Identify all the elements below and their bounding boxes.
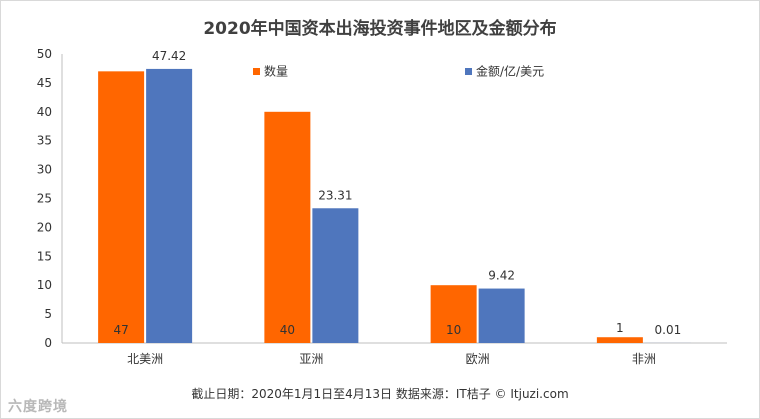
legend-label: 数量 [264, 64, 288, 79]
bar-count [264, 111, 311, 343]
y-tick-label: 45 [37, 76, 52, 90]
data-label-amount: 9.42 [488, 269, 515, 283]
bar-amount [146, 68, 193, 343]
data-label-amount: 47.42 [152, 49, 186, 63]
y-tick-label: 5 [44, 307, 52, 321]
x-tick-label: 亚洲 [299, 352, 323, 366]
data-label-amount: 0.01 [655, 323, 682, 337]
y-tick-label: 50 [37, 47, 52, 61]
y-tick-label: 20 [37, 220, 52, 234]
y-tick-label: 15 [37, 249, 52, 263]
bar-count [98, 71, 145, 343]
legend-label: 金额/亿/美元 [476, 64, 544, 79]
data-label-count: 47 [113, 323, 128, 337]
y-tick-label: 0 [44, 336, 52, 350]
y-tick-label: 35 [37, 134, 52, 148]
bar-amount [312, 208, 359, 343]
x-tick-label: 北美洲 [127, 352, 163, 366]
data-label-count: 1 [616, 321, 624, 335]
data-label-count: 10 [446, 323, 461, 337]
bar-count [430, 285, 477, 343]
legend-swatch [465, 68, 472, 75]
x-tick-label: 欧洲 [466, 352, 490, 366]
y-tick-label: 30 [37, 163, 52, 177]
y-tick-label: 40 [37, 105, 52, 119]
bar-count [596, 337, 643, 343]
chart-title: 2020年中国资本出海投资事件地区及金额分布 [203, 19, 557, 39]
y-tick-label: 25 [37, 192, 52, 206]
y-tick-label: 10 [37, 278, 52, 292]
data-label-count: 40 [280, 323, 295, 337]
data-label-amount: 23.31 [318, 188, 352, 202]
chart-footer: 截止日期：2020年1月1日至4月13日 数据来源：IT桔子 © Itjuzi.… [191, 387, 569, 401]
x-tick-label: 非洲 [632, 352, 656, 366]
bar-amount [478, 288, 525, 343]
watermark-logo: 六度跨境 [8, 399, 68, 415]
legend-swatch [253, 68, 260, 75]
